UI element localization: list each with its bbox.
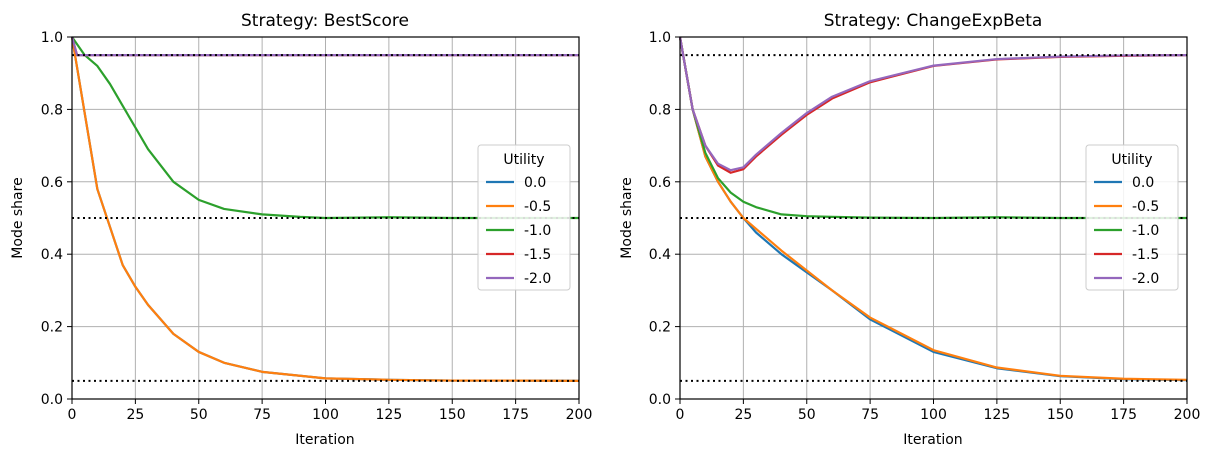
y-tick-label: 0.0 — [41, 392, 63, 408]
legend-label: -0.5 — [1132, 199, 1159, 215]
legend-label: -1.5 — [1132, 247, 1159, 263]
reference-lines — [72, 54, 579, 382]
reference-lines — [680, 54, 1187, 382]
y-tick-label: 1.0 — [649, 30, 671, 46]
y-tick-label: 0.2 — [649, 320, 671, 336]
x-tick-label: 175 — [1110, 407, 1137, 423]
x-tick-label: 150 — [439, 407, 466, 423]
y-tick-label: 0.0 — [649, 392, 671, 408]
series-line--1.0 — [678, 36, 1187, 220]
series-line--0.5 — [678, 36, 1188, 381]
legend-label: -2.0 — [1132, 271, 1159, 287]
legend-title: Utility — [503, 152, 544, 168]
x-tick-label: 75 — [861, 407, 879, 423]
legend-label: -1.5 — [524, 247, 551, 263]
series-line--1.0 — [71, 36, 579, 220]
x-tick-label: 25 — [126, 407, 144, 423]
x-tick-label: 50 — [190, 407, 208, 423]
y-tick-label: 0.8 — [41, 102, 63, 118]
panel-changeexpbeta: Strategy: ChangeExpBeta Iteration Mode s… — [619, 11, 1200, 448]
x-tick-label: 75 — [253, 407, 271, 423]
x-tick-label: 0 — [676, 407, 685, 423]
y-tick-label: 0.4 — [41, 247, 63, 263]
x-tick-label: 0 — [68, 407, 77, 423]
legend-label: 0.0 — [524, 175, 546, 191]
legend-label: -0.5 — [524, 199, 551, 215]
x-tick-label: 150 — [1047, 407, 1074, 423]
x-axis-label: Iteration — [903, 432, 962, 448]
y-tick-label: 1.0 — [41, 30, 63, 46]
x-tick-label: 25 — [734, 407, 752, 423]
x-axis-label: Iteration — [295, 432, 354, 448]
y-tick-label: 0.2 — [41, 320, 63, 336]
x-tick-label: 125 — [376, 407, 403, 423]
x-tick-label: 100 — [920, 407, 947, 423]
x-tick-label: 100 — [312, 407, 339, 423]
y-tick-label: 0.4 — [649, 247, 671, 263]
legend-label: -2.0 — [524, 271, 551, 287]
chart-title: Strategy: ChangeExpBeta — [824, 11, 1043, 31]
series-line--2.0 — [70, 36, 579, 57]
panel-bestscore: Strategy: BestScore Iteration Mode share… — [10, 11, 592, 448]
chart-title: Strategy: BestScore — [241, 11, 409, 31]
x-tick-label: 125 — [984, 407, 1011, 423]
series-line--2.0 — [678, 36, 1188, 172]
y-axis-label: Mode share — [619, 177, 635, 258]
y-tick-label: 0.6 — [41, 175, 63, 191]
series-group — [678, 36, 1188, 382]
y-tick-label: 0.6 — [649, 175, 671, 191]
legend: Utility 0.0 -0.5 -1.0 -1.5 -2.0 — [477, 144, 571, 291]
x-tick-label: 200 — [566, 407, 593, 423]
legend-label: -1.0 — [1132, 223, 1159, 239]
legend-label: 0.0 — [1132, 175, 1154, 191]
x-tick-label: 200 — [1174, 407, 1201, 423]
x-tick-label: 175 — [502, 407, 529, 423]
legend: Utility 0.0 -0.5 -1.0 -1.5 -2.0 — [1085, 144, 1179, 291]
x-tick-label: 50 — [798, 407, 816, 423]
legend-title: Utility — [1111, 152, 1152, 168]
y-tick-label: 0.8 — [649, 102, 671, 118]
legend-label: -1.0 — [524, 223, 551, 239]
y-axis-label: Mode share — [10, 177, 26, 258]
